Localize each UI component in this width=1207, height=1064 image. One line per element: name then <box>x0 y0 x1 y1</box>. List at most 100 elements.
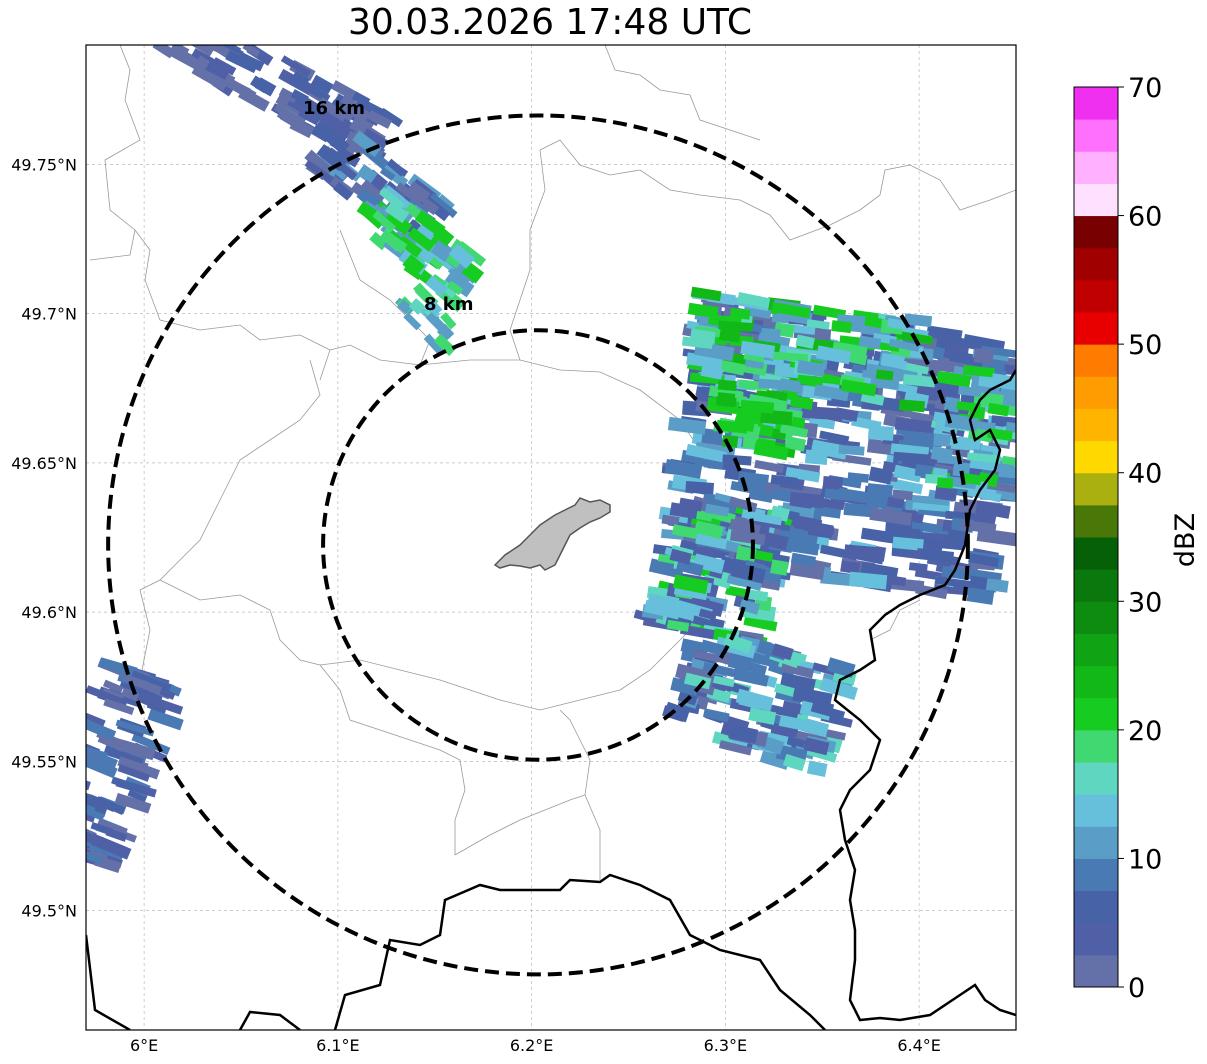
radar-echo <box>934 484 958 502</box>
radar-echo <box>831 320 852 334</box>
radar-echo <box>790 552 817 567</box>
radar-echo <box>402 254 426 277</box>
radar-echo <box>941 565 970 581</box>
radar-echo <box>894 417 935 434</box>
colorbar-segment <box>1074 279 1118 313</box>
radar-echo <box>310 74 334 95</box>
colorbar-tick-label: 40 <box>1128 459 1162 490</box>
radar-echo <box>717 359 746 376</box>
radar-echo <box>152 45 176 59</box>
radar-echo <box>397 235 423 258</box>
radar-echo <box>289 117 315 139</box>
radar-echo <box>224 76 257 101</box>
radar-echo <box>848 571 888 590</box>
radar-echo <box>727 653 753 672</box>
radar-echo <box>180 0 212 24</box>
radar-echo <box>397 299 412 315</box>
radar-echo <box>52 799 77 814</box>
radar-echo <box>747 511 783 526</box>
radar-echo <box>90 833 132 860</box>
radar-echo <box>685 443 728 463</box>
radar-echo <box>860 527 904 545</box>
radar-echo <box>86 837 91 862</box>
radar-echo <box>225 49 259 74</box>
radar-echo <box>694 520 724 540</box>
radar-echo <box>115 719 155 737</box>
radar-echo <box>923 539 964 551</box>
radar-echo <box>324 147 349 170</box>
radar-echo <box>893 464 923 483</box>
radar-echo <box>669 548 692 565</box>
radar-echo <box>678 497 703 512</box>
radar-echo <box>704 503 730 517</box>
radar-echo <box>273 103 306 127</box>
radar-echo <box>448 243 476 269</box>
radar-echo <box>86 833 89 850</box>
colorbar <box>1073 86 1119 988</box>
radar-echo <box>304 159 334 183</box>
radar-echo <box>728 723 759 744</box>
radar-echo <box>205 60 230 80</box>
colorbar-tick-label: 60 <box>1128 202 1162 233</box>
colorbar-segment <box>1074 890 1118 924</box>
range-ring <box>321 328 755 762</box>
radar-echo <box>698 608 718 621</box>
colorbar-tick-label: 10 <box>1128 844 1162 875</box>
radar-echo <box>771 643 794 661</box>
radar-echo <box>167 45 199 46</box>
colorbar-segment <box>1074 569 1118 602</box>
radar-echo <box>1001 455 1016 468</box>
colorbar-segment <box>1074 954 1118 988</box>
radar-echo <box>810 698 835 717</box>
radar-echo <box>421 198 440 216</box>
radar-echo <box>838 444 865 456</box>
colorbar-segment <box>1074 665 1118 699</box>
colorbar-segment <box>1074 794 1118 827</box>
radar-echo <box>785 466 821 483</box>
radar-echo <box>122 673 162 695</box>
y-tick-label: 49.75°N <box>11 155 77 174</box>
radar-echo <box>958 385 982 397</box>
radar-echo <box>425 275 448 297</box>
radar-echo <box>366 110 393 129</box>
radar-echo <box>647 593 679 610</box>
radar-echo <box>664 459 703 479</box>
radar-echo <box>908 494 950 506</box>
radar-echo <box>985 578 1009 593</box>
radar-echo <box>820 497 845 511</box>
radar-echo <box>429 193 458 219</box>
colorbar-segment <box>1074 537 1118 570</box>
radar-echo <box>806 319 830 330</box>
radar-echo <box>943 396 961 413</box>
radar-echo <box>111 776 144 793</box>
radar-echo <box>947 528 968 545</box>
radar-echo <box>936 370 972 388</box>
radar-echo <box>689 328 716 345</box>
colorbar-tick-label: 20 <box>1128 716 1162 747</box>
radar-echo <box>352 130 382 158</box>
y-tick-label: 49.65°N <box>11 454 77 473</box>
radar-echo <box>899 353 942 374</box>
radar-echo <box>319 110 353 138</box>
radar-echo <box>425 312 446 333</box>
radar-echo <box>278 87 298 104</box>
radar-echo <box>356 164 378 185</box>
radar-echo <box>1005 421 1016 435</box>
radar-echo <box>718 740 753 756</box>
radar-echo <box>892 536 924 549</box>
radar-echo <box>933 433 951 447</box>
colorbar-segment <box>1074 633 1118 667</box>
radar-echo <box>702 662 736 678</box>
colorbar-segment <box>1074 601 1118 634</box>
map-title: 30.03.2026 17:48 UTC <box>347 2 753 43</box>
radar-echo <box>86 685 125 707</box>
radar-echo <box>155 0 187 11</box>
radar-echo <box>908 562 928 573</box>
radar-echo <box>860 391 885 406</box>
colorbar-segment <box>1074 762 1118 795</box>
radar-echo <box>822 476 844 492</box>
radar-echo <box>806 760 828 777</box>
radar-echo <box>446 280 464 296</box>
radar-echo <box>759 749 791 770</box>
